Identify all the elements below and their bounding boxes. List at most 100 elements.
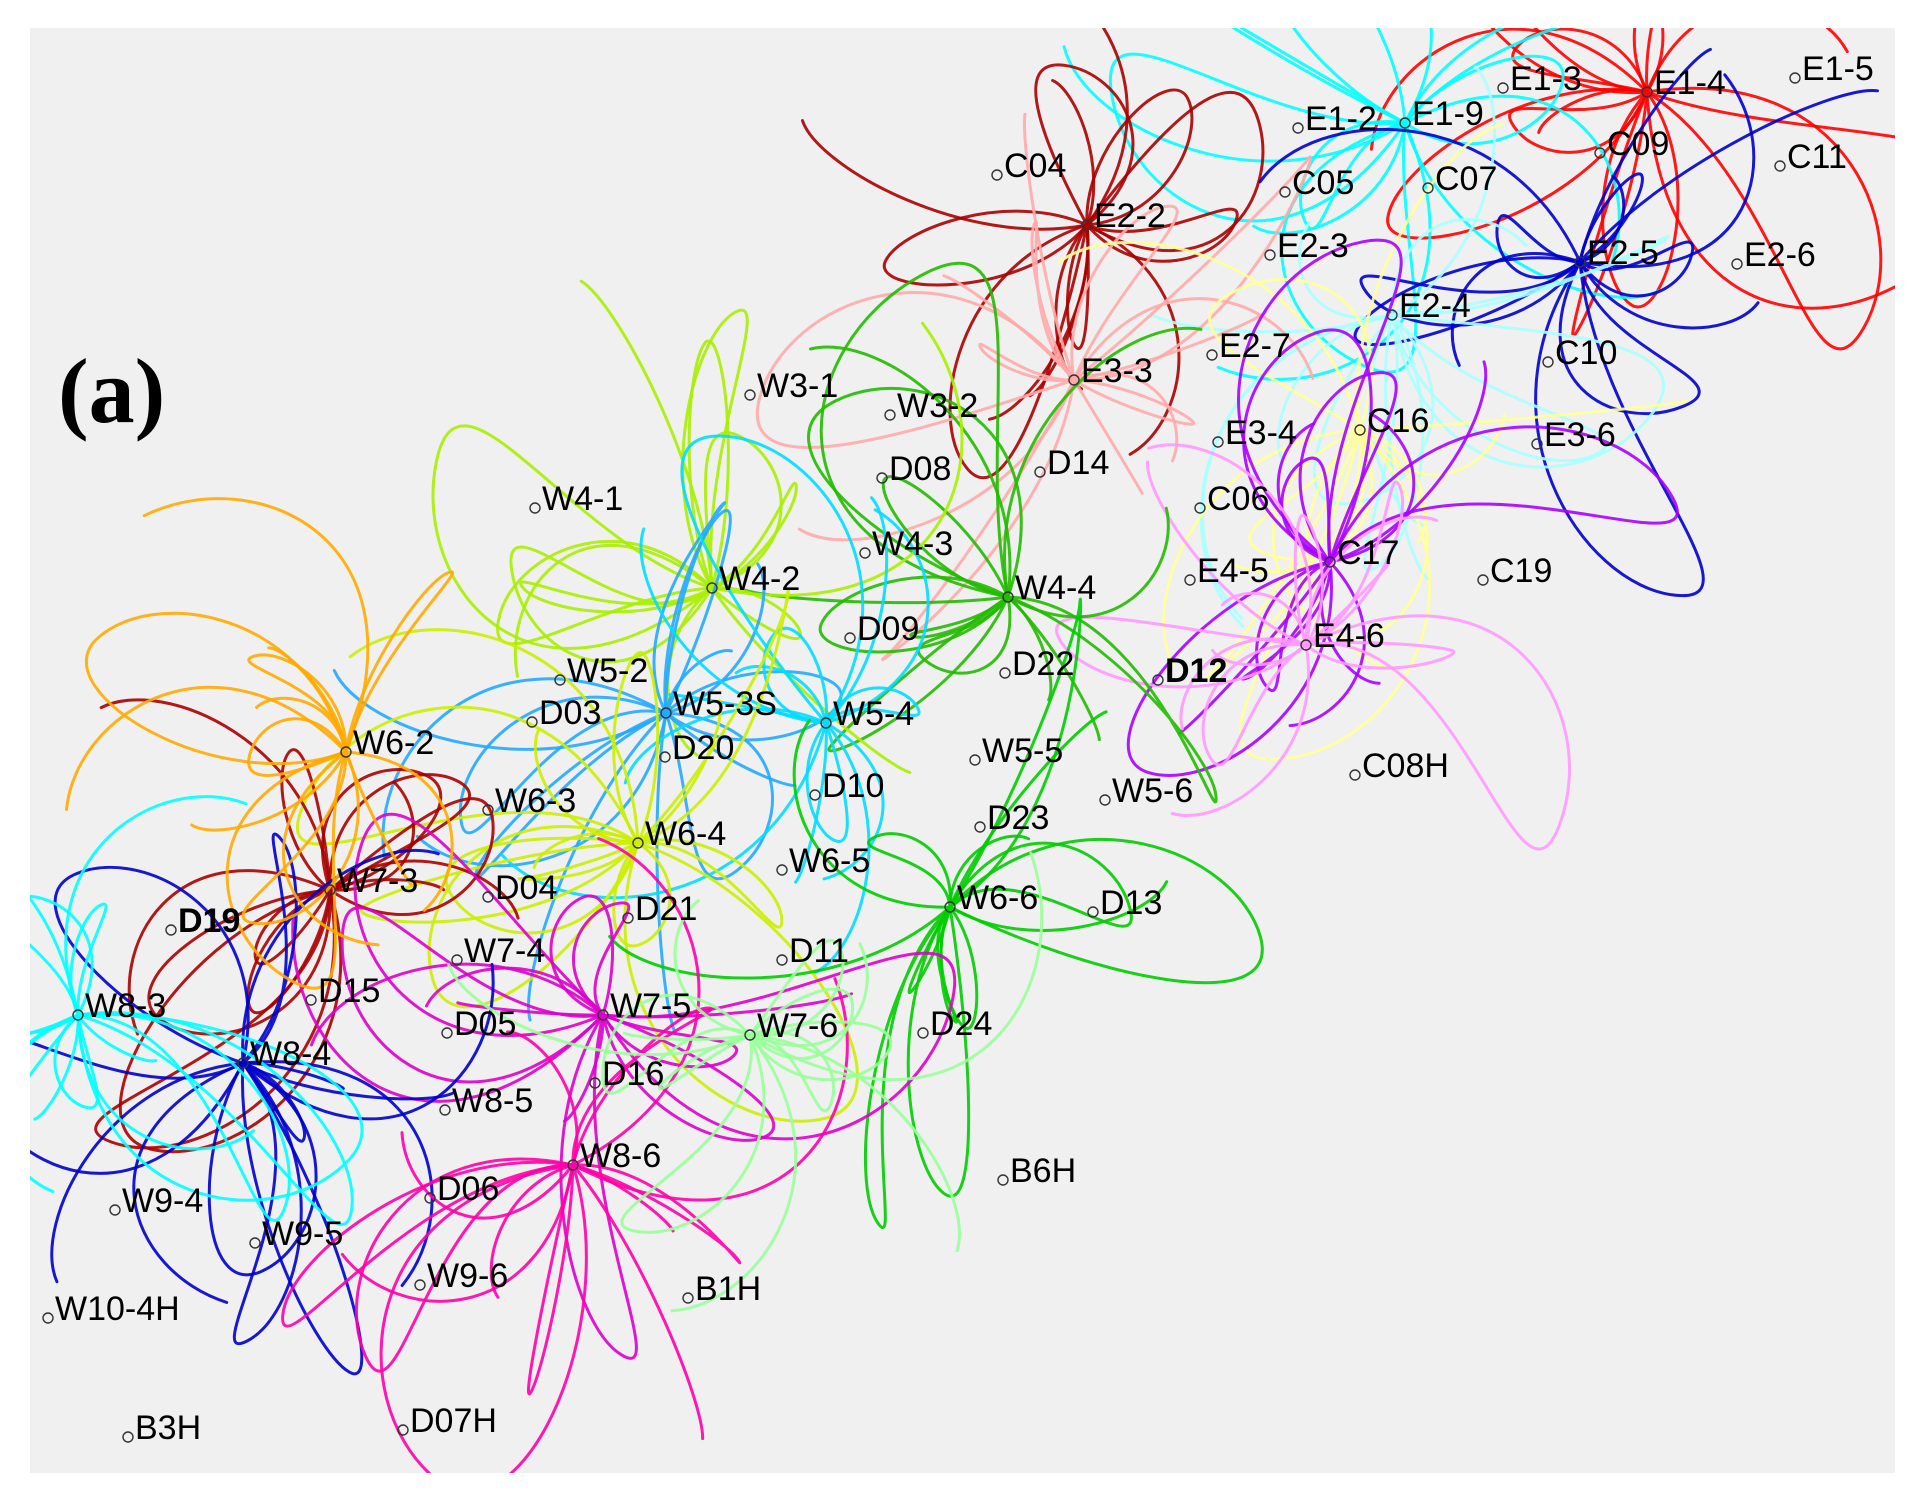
station-label: W10-4H xyxy=(55,1290,180,1328)
trajectory-line xyxy=(190,750,348,832)
trajectory-line xyxy=(517,841,640,881)
trajectory-line xyxy=(748,939,845,1038)
station-marker xyxy=(1212,436,1224,448)
station-marker xyxy=(109,1204,121,1216)
trajectory-line xyxy=(53,865,250,1065)
station-label: D11 xyxy=(789,932,849,970)
trajectory-line xyxy=(1358,400,1688,432)
trajectory-line xyxy=(1170,643,1310,817)
trajectory-line xyxy=(127,869,332,1036)
trajectory-bundle-w6-2 xyxy=(65,497,455,990)
trajectory-line xyxy=(489,1163,575,1299)
trajectory-line xyxy=(827,595,1010,753)
station-layer: E1-5 E1-3 E1-4 E1-2 E1-9 C09 C11 C04 C05 C07 E2-2 E… xyxy=(42,50,1874,1447)
trajectory-line xyxy=(513,543,714,678)
station-marker xyxy=(526,716,538,728)
station-marker xyxy=(1349,769,1361,781)
station-marker xyxy=(340,746,352,758)
station-marker xyxy=(1789,72,1801,84)
station-marker xyxy=(1087,906,1099,918)
station-marker xyxy=(482,804,494,816)
station-marker xyxy=(1386,309,1398,321)
trajectory-line xyxy=(1085,28,1129,227)
station-e3-3: E3-3 xyxy=(1068,352,1153,390)
trajectory-line xyxy=(559,1013,638,1360)
station-marker xyxy=(1002,591,1014,603)
trajectory-line xyxy=(1534,260,1705,597)
trajectory-line xyxy=(64,795,248,1017)
trajectory-line xyxy=(1304,480,1405,647)
station-label: W9-5 xyxy=(262,1215,343,1253)
station-marker xyxy=(1099,794,1111,806)
station-label: D13 xyxy=(1100,884,1162,922)
station-label: D04 xyxy=(495,869,557,907)
station-label: W3-1 xyxy=(757,367,838,405)
trajectory-line xyxy=(1390,313,1608,463)
trajectory-line xyxy=(824,686,921,725)
trajectory-bundle-w6-6 xyxy=(608,598,1264,1229)
station-label: E1-4 xyxy=(1654,64,1726,102)
trajectory-line xyxy=(655,711,677,1035)
station-label: E4-5 xyxy=(1197,552,1269,590)
station-label: W4-2 xyxy=(719,560,800,598)
station-marker xyxy=(820,717,832,729)
station-d24: D24 xyxy=(917,1005,992,1043)
station-marker xyxy=(997,1174,1009,1186)
trajectory-line xyxy=(232,1061,303,1345)
trajectory-line xyxy=(1328,412,1416,564)
station-marker xyxy=(1279,186,1291,198)
station-label: E2-5 xyxy=(1587,234,1659,272)
station-marker xyxy=(122,1431,134,1443)
trajectory-line xyxy=(506,1030,579,1167)
trajectory-line xyxy=(755,291,1076,449)
station-c11: C11 xyxy=(1774,138,1847,176)
trajectory-line xyxy=(281,1160,575,1328)
trajectory-line xyxy=(748,987,855,1060)
station-label: W6-6 xyxy=(957,879,1038,917)
trajectory-line xyxy=(1085,223,1181,456)
trajectory-line xyxy=(819,261,1010,599)
station-e2-6: E2-6 xyxy=(1731,236,1816,274)
station-marker xyxy=(424,1192,436,1204)
trajectory-line xyxy=(1571,90,1649,337)
trajectory-line xyxy=(207,1061,318,1277)
station-d23: D23 xyxy=(974,799,1049,837)
trajectory-line xyxy=(30,1013,80,1035)
station-marker xyxy=(441,1027,453,1039)
station-c05: C05 xyxy=(1279,164,1354,202)
trajectory-line xyxy=(572,901,631,1017)
trajectory-bundle-e4-6 xyxy=(1055,443,1571,851)
trajectory-line xyxy=(1126,560,1333,777)
station-label: D14 xyxy=(1047,444,1109,482)
trajectory-line xyxy=(1003,326,1203,599)
trajectory-line xyxy=(328,859,520,920)
trajectory-line xyxy=(571,1163,705,1441)
station-d04: D04 xyxy=(482,869,557,907)
station-w9-4: W9-4 xyxy=(109,1182,203,1220)
trajectory-line xyxy=(69,902,108,1017)
station-label: W5-2 xyxy=(567,652,648,690)
trajectory-line xyxy=(1358,413,1506,477)
trajectory-line xyxy=(142,497,370,754)
trajectory-line xyxy=(444,836,640,935)
station-label: W5-4 xyxy=(833,695,914,733)
station-label: D23 xyxy=(987,799,1049,837)
station-d16: D16 xyxy=(589,1055,664,1093)
station-label: D06 xyxy=(437,1170,499,1208)
trajectory-line xyxy=(1578,240,1695,298)
trajectory-line xyxy=(459,695,668,835)
station-w8-4: W8-4 xyxy=(237,1035,331,1073)
station-b1h: B1H xyxy=(682,1270,761,1308)
trajectory-line xyxy=(948,710,1108,909)
trajectory-line xyxy=(400,1131,575,1220)
station-w5-3s: W5-3S xyxy=(660,685,777,723)
station-e1-5: E1-5 xyxy=(1789,50,1874,88)
trajectory-line xyxy=(1304,614,1571,851)
trajectory-line xyxy=(1304,515,1439,647)
station-marker xyxy=(1354,424,1366,436)
station-label: D09 xyxy=(857,610,919,648)
trajectory-line xyxy=(132,1061,245,1304)
station-w3-2: W3-2 xyxy=(884,387,978,425)
station-w8-3: W8-3 xyxy=(72,987,166,1025)
trajectory-line xyxy=(1298,371,1398,564)
